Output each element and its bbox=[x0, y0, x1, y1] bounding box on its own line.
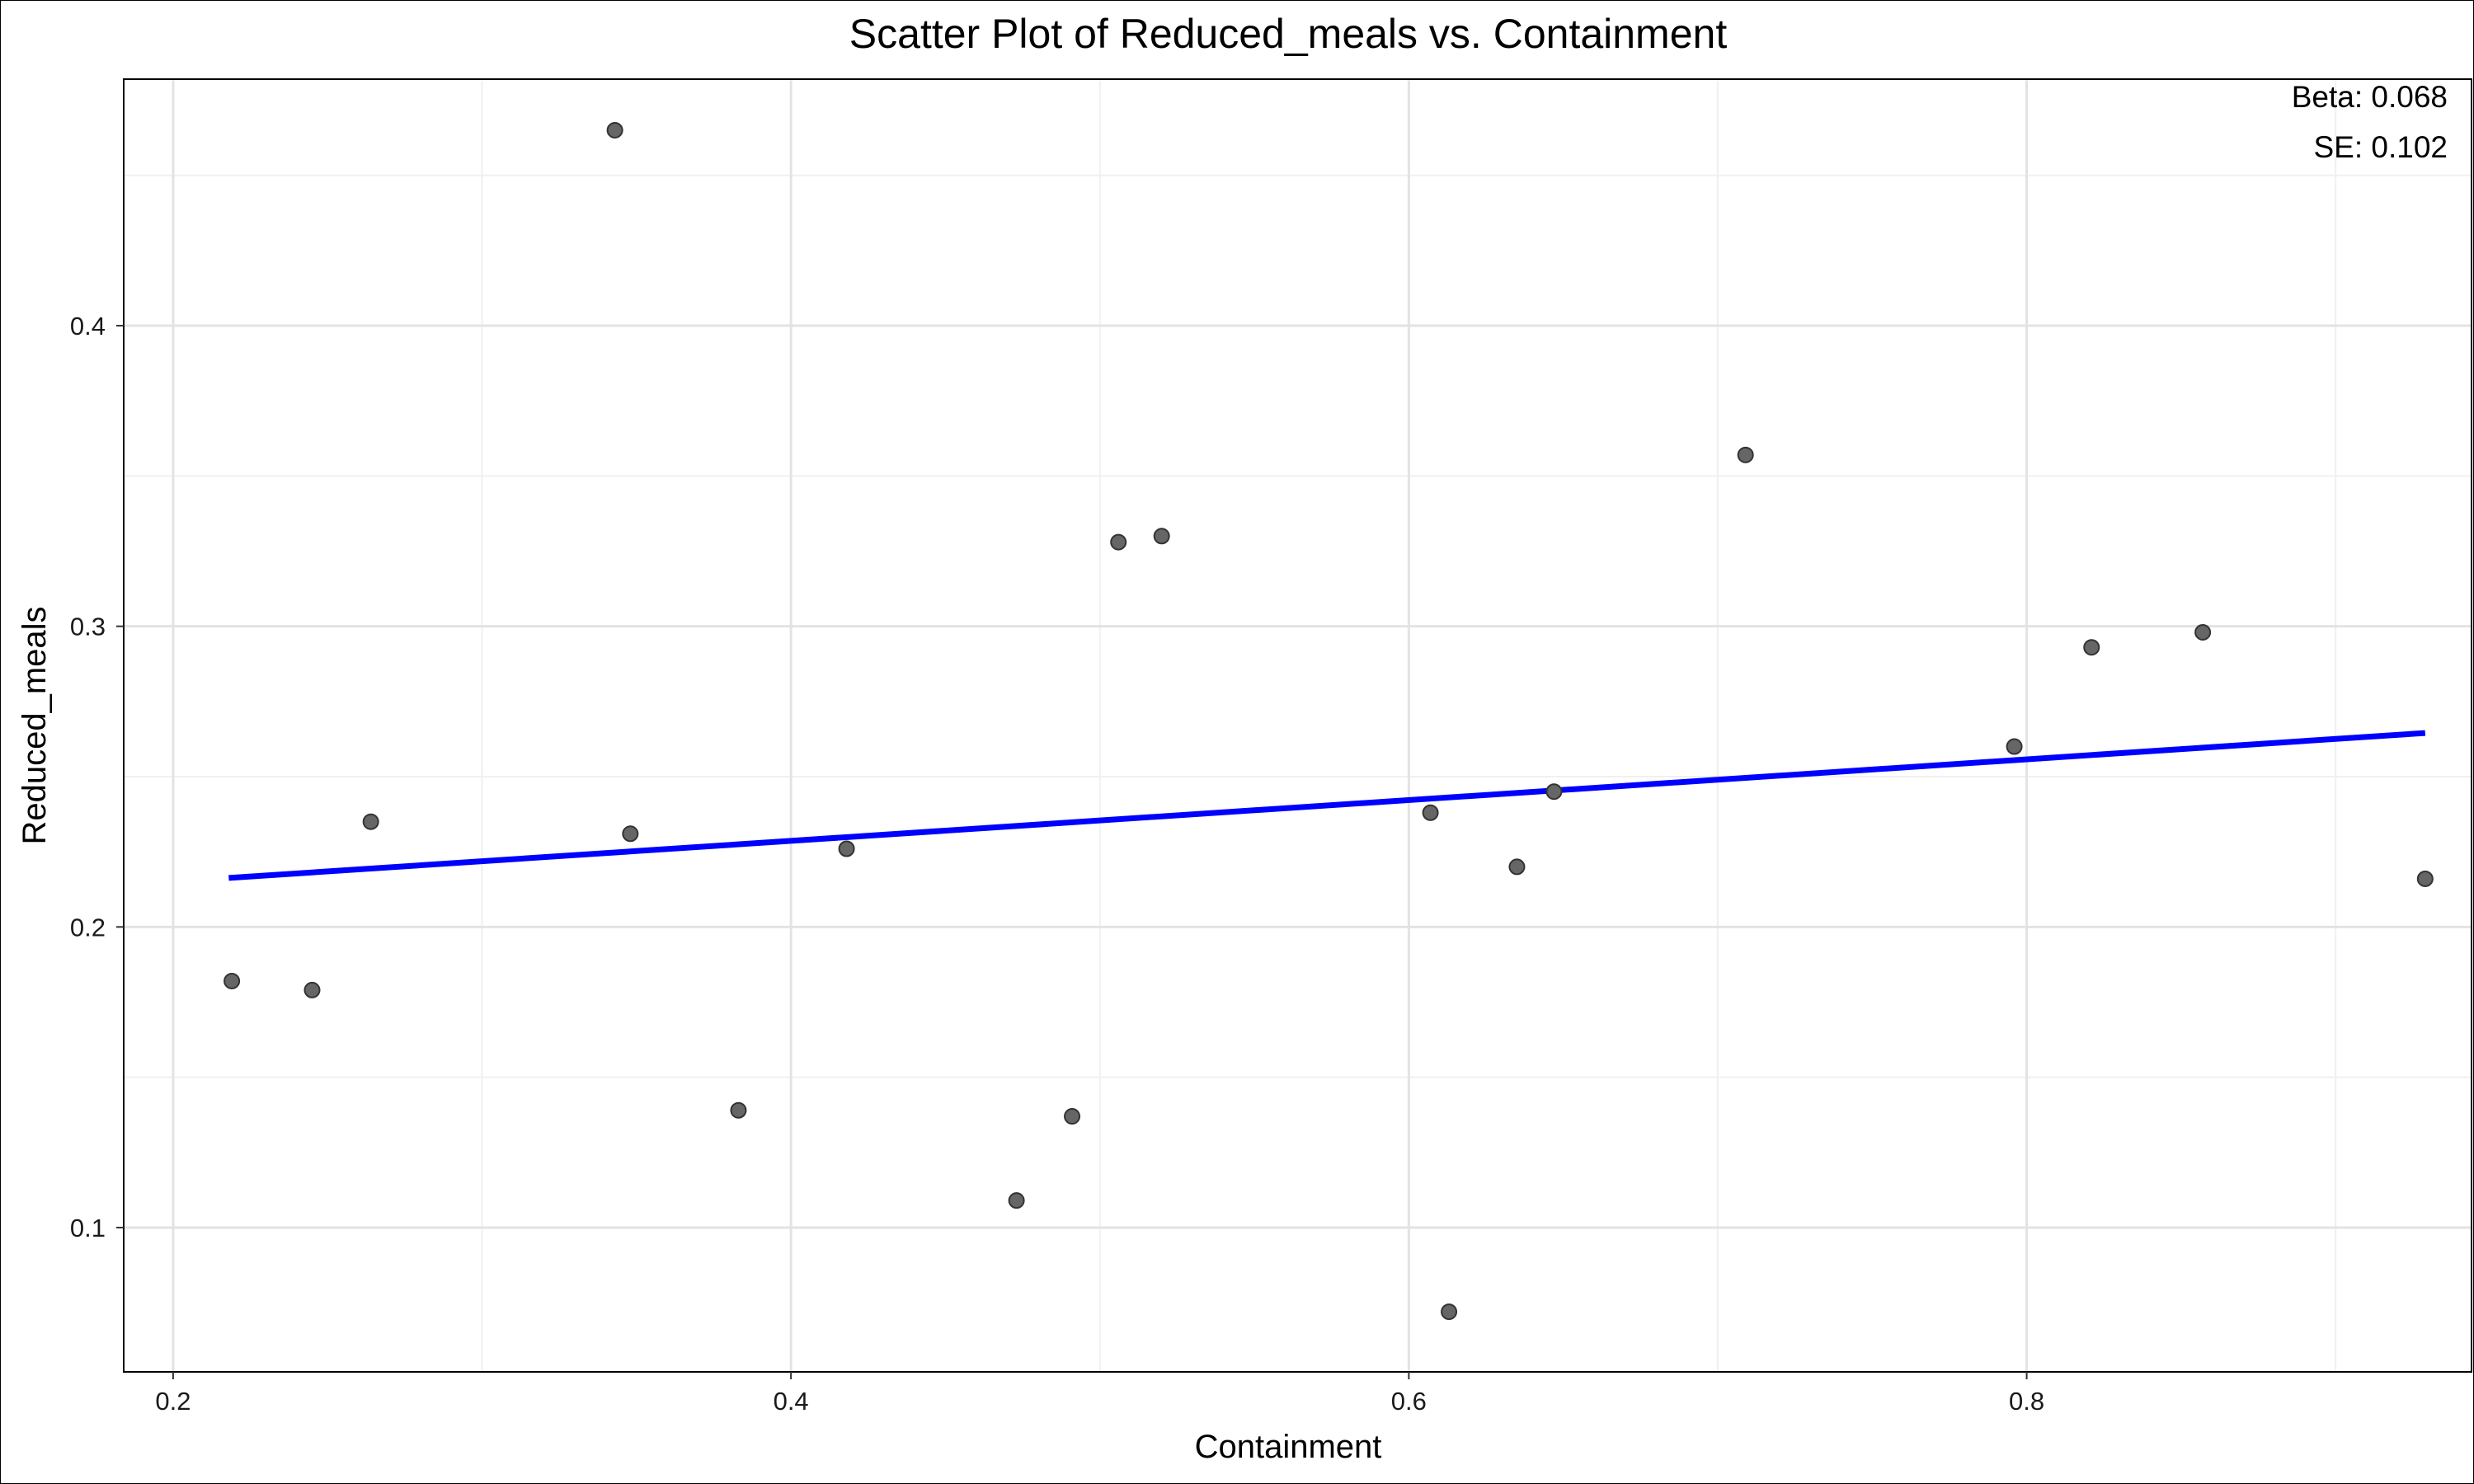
scatter-point bbox=[1153, 528, 1170, 545]
scatter-point bbox=[730, 1101, 747, 1119]
scatter-point bbox=[1545, 783, 1563, 801]
x-tick-label: 0.2 bbox=[155, 1387, 190, 1416]
y-axis-title: Reduced_meals bbox=[16, 606, 53, 844]
y-tick-label: 0.4 bbox=[70, 312, 106, 340]
y-tick-label: 0.1 bbox=[70, 1214, 106, 1242]
scatter-point bbox=[362, 813, 379, 830]
y-tick-label: 0.3 bbox=[70, 613, 106, 641]
scatter-point bbox=[622, 825, 639, 843]
scatter-point bbox=[223, 972, 241, 989]
scatter-point bbox=[2416, 870, 2434, 887]
scatter-point bbox=[303, 981, 321, 998]
se-annotation: SE: 0.102 bbox=[2313, 130, 2448, 164]
scatter-point bbox=[1508, 858, 1526, 876]
fit-line-layer bbox=[228, 730, 2426, 881]
beta-annotation: Beta: 0.068 bbox=[2292, 80, 2448, 114]
panel-border bbox=[123, 78, 2472, 1373]
scatter-point bbox=[1441, 1303, 1458, 1321]
scatter-point bbox=[2006, 738, 2023, 755]
panel-background bbox=[124, 79, 2472, 1372]
scatter-point bbox=[1008, 1192, 1025, 1209]
scatter-point bbox=[1422, 804, 1439, 821]
x-tick-label: 0.8 bbox=[2009, 1387, 2044, 1416]
x-axis-title: Containment bbox=[1195, 1429, 1382, 1465]
scatter-point bbox=[606, 121, 623, 139]
y-axis-ticks: 0.1 0.2 0.3 0.4 bbox=[70, 312, 124, 1242]
scatter-point bbox=[2083, 639, 2100, 656]
chart-title: Scatter Plot of Reduced_meals vs. Contai… bbox=[849, 11, 1728, 57]
scatter-point bbox=[1064, 1108, 1081, 1125]
x-tick-label: 0.4 bbox=[774, 1387, 809, 1416]
points-layer bbox=[223, 121, 2434, 1321]
scatter-point bbox=[838, 840, 855, 857]
regression-line bbox=[228, 730, 2426, 881]
grid-lines bbox=[124, 79, 2472, 1372]
y-tick-label: 0.2 bbox=[70, 913, 106, 942]
scatter-point bbox=[2194, 623, 2212, 641]
scatter-point bbox=[1110, 533, 1127, 551]
x-tick-label: 0.6 bbox=[1391, 1387, 1427, 1416]
x-axis-ticks: 0.2 0.4 0.6 0.8 bbox=[155, 1372, 2044, 1416]
scatter-point bbox=[1737, 446, 1754, 463]
